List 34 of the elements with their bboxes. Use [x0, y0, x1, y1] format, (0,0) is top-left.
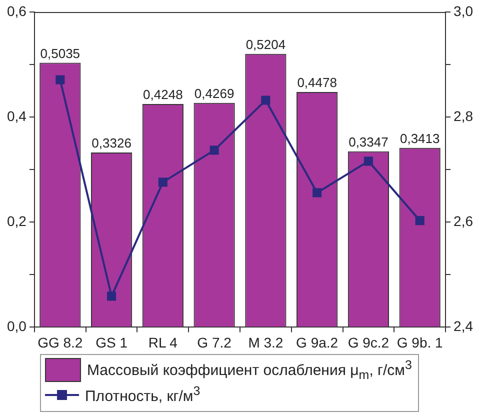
- y2-tick-label: 2,6: [454, 212, 474, 229]
- point: [261, 96, 270, 105]
- x-tick-label: G 9b. 1: [396, 334, 444, 350]
- point: [210, 146, 219, 155]
- x-tick-label: G 7.2: [197, 334, 232, 350]
- point: [56, 75, 65, 84]
- point: [158, 178, 168, 187]
- text: Массовый коэффициент ослабления μ$_{m}$, г/см$^{3}$: [87, 358, 412, 382]
- data-label: 0,5204: [246, 36, 286, 52]
- data-label: 0,4269: [194, 86, 234, 102]
- data-label: 0,4478: [297, 75, 337, 90]
- y-tick-label: 0,6: [6, 2, 27, 19]
- data-label: 0,3326: [92, 136, 132, 151]
- x-tick-label: GS 1: [96, 334, 128, 350]
- x-tick-label: G 9c.2: [348, 334, 390, 350]
- point: [415, 216, 424, 226]
- y2-tick-label: 2,4: [454, 318, 474, 334]
- data-label: 0,5035: [40, 46, 80, 61]
- x-tick-label: G 9a.2: [296, 334, 338, 350]
- y-tick-label: 0,4: [6, 108, 27, 124]
- point: [364, 156, 373, 166]
- point: [107, 292, 116, 301]
- y2-tick-label: 3,0: [454, 2, 474, 19]
- x-tick-label: GG 8.2: [38, 334, 83, 350]
- y-tick-label: 0,2: [6, 212, 27, 229]
- data-label: 0,3347: [348, 134, 388, 150]
- x-tick-label: M 3.2: [248, 334, 284, 350]
- y-tick-label: 0,0: [6, 318, 27, 334]
- y2-tick-label: 2,8: [454, 108, 474, 124]
- x-tick-label: RL 4: [148, 334, 178, 350]
- data-label: 0,4248: [143, 87, 183, 102]
- data-label: 0,3413: [400, 130, 440, 146]
- legend-label: Плотность, кг/м$^{3}$: [85, 384, 200, 405]
- point: [312, 188, 322, 198]
